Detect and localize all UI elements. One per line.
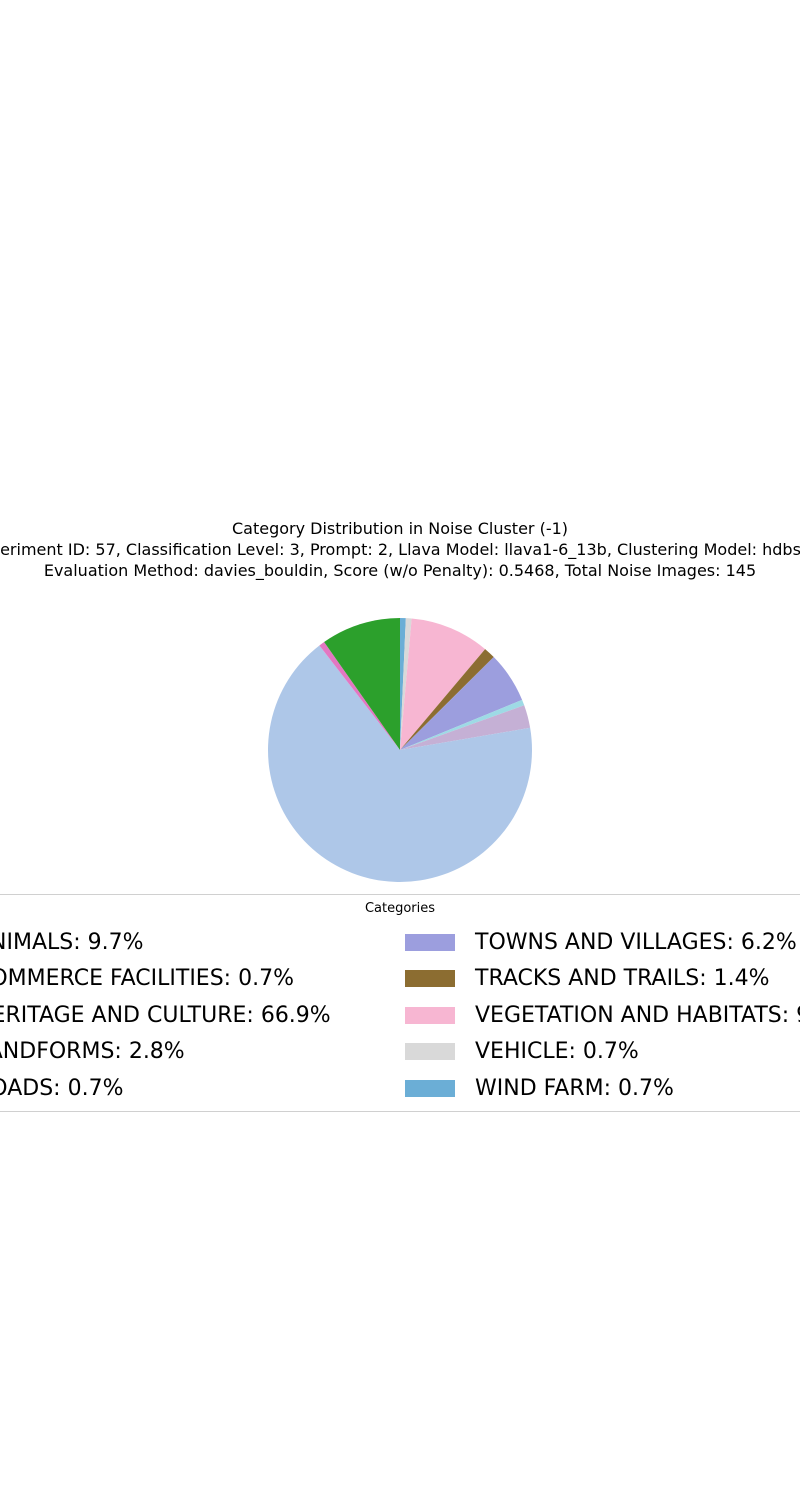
pie-slice-vehicle bbox=[400, 618, 412, 750]
pie-slice-vegetation-and-habitats bbox=[400, 618, 486, 750]
legend-label: WIND FARM: 0.7% bbox=[475, 1075, 674, 1101]
legend-item: VEGETATION AND HABITATS: 9.7% bbox=[405, 1000, 800, 1030]
legend-swatch bbox=[405, 1079, 455, 1097]
legend-swatch bbox=[405, 1006, 455, 1024]
chart-title-line-3: Evaluation Method: davies_bouldin, Score… bbox=[43, 561, 757, 580]
pie-slice-commerce-facilities bbox=[319, 641, 400, 750]
legend-label: LANDFORMS: 2.8% bbox=[0, 1039, 185, 1064]
legend-item: ANIMALS: 9.7% bbox=[0, 927, 144, 957]
legend-item: ROADS: 0.7% bbox=[0, 1073, 123, 1103]
legend-item: LANDFORMS: 2.8% bbox=[0, 1037, 185, 1067]
legend-swatch bbox=[405, 933, 455, 951]
legend-frame bbox=[0, 894, 800, 1112]
pie-slice-animals bbox=[324, 618, 400, 750]
legend-title: Categories bbox=[364, 901, 436, 916]
legend-label: TRACKS AND TRAILS: 1.4% bbox=[475, 966, 770, 991]
legend-item: HERITAGE AND CULTURE: 66.9% bbox=[0, 1000, 331, 1030]
legend-item: TRACKS AND TRAILS: 1.4% bbox=[405, 964, 770, 994]
legend-label: ROADS: 0.7% bbox=[0, 1075, 124, 1101]
pie-slice-tracks-and-trails bbox=[400, 649, 494, 750]
pie-slice-wind-farm bbox=[400, 618, 406, 750]
legend-label: HERITAGE AND CULTURE: 66.9% bbox=[0, 1002, 331, 1028]
chart-title: Category Distribution in Noise Cluster (… bbox=[0, 518, 800, 581]
pie-slice-roads bbox=[400, 699, 525, 750]
legend-item: VEHICLE: 0.7% bbox=[405, 1037, 639, 1067]
legend-item: COMMERCE FACILITIES: 0.7% bbox=[0, 964, 294, 994]
legend-item: WIND FARM: 0.7% bbox=[405, 1073, 674, 1103]
pie-slice-landforms bbox=[400, 705, 531, 750]
legend-label: COMMERCE FACILITIES: 0.7% bbox=[0, 966, 294, 991]
legend-swatch bbox=[405, 1043, 455, 1060]
legend-label: VEHICLE: 0.7% bbox=[475, 1039, 639, 1064]
legend-label: VEGETATION AND HABITATS: 9.7% bbox=[475, 1002, 800, 1028]
chart-title-line-2: Experiment ID: 57, Classification Level:… bbox=[0, 540, 800, 559]
chart-title-line-1: Category Distribution in Noise Cluster (… bbox=[231, 519, 569, 538]
legend-label: TOWNS AND VILLAGES: 6.2% bbox=[475, 929, 797, 955]
pie-slice-towns-and-villages bbox=[400, 657, 523, 750]
legend-item: TOWNS AND VILLAGES: 6.2% bbox=[405, 927, 797, 957]
legend-swatch bbox=[405, 970, 455, 987]
legend-label: ANIMALS: 9.7% bbox=[0, 929, 144, 955]
pie-slice-heritage-and-culture bbox=[267, 645, 532, 882]
